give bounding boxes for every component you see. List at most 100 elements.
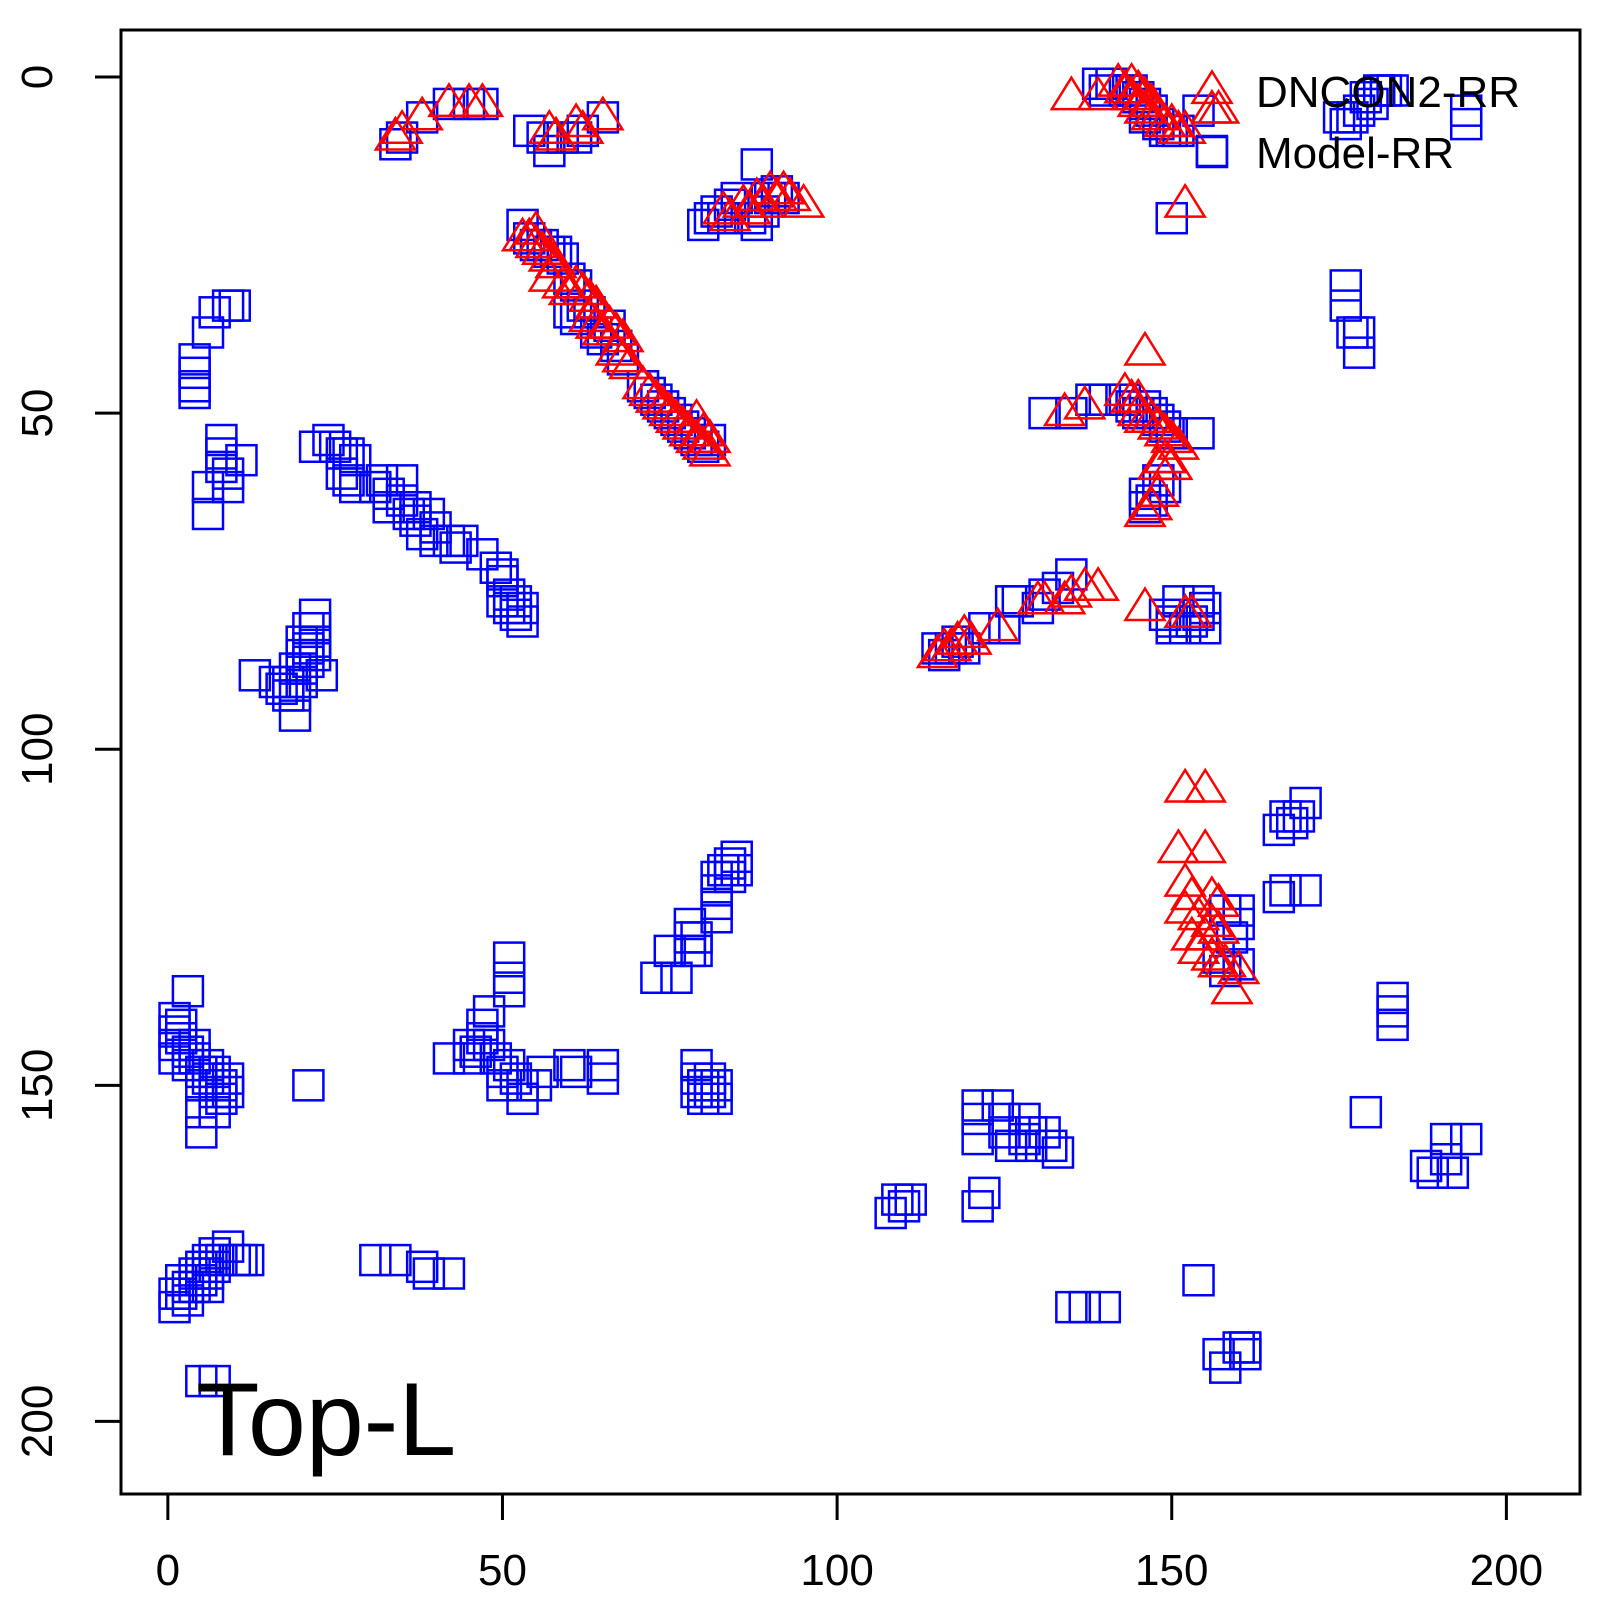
model-rr-point (1155, 201, 1188, 235)
dncon2-rr-point (1163, 108, 1207, 144)
dncon2-rr-point (1042, 579, 1087, 615)
model-rr-point (1055, 396, 1088, 430)
model-rr-point (586, 1062, 620, 1095)
model-rr-point (298, 638, 332, 672)
model-rr-point (1168, 611, 1202, 645)
model-rr-point (1429, 1122, 1463, 1156)
model-rr-point (278, 679, 312, 712)
dncon2-rr-point (621, 364, 665, 400)
model-rr-point (185, 1263, 218, 1297)
dncon2-rr-point (768, 176, 813, 212)
model-rr-point (1182, 598, 1215, 632)
dncon2-rr-point (560, 108, 605, 144)
model-rr-point (874, 1196, 907, 1230)
dncon2-rr-point (741, 182, 786, 218)
model-rr-point (887, 1190, 921, 1223)
model-rr-point (432, 1042, 466, 1075)
model-rr-point (164, 1022, 198, 1055)
model-rr-point (513, 114, 546, 148)
model-rr-point (365, 464, 399, 497)
model-rr-point (185, 1069, 218, 1102)
model-rr-point (285, 665, 318, 699)
dncon2-rr-point (1143, 438, 1187, 474)
legend-square-icon (1195, 135, 1229, 169)
model-rr-point (1202, 1337, 1235, 1371)
model-rr-point (332, 437, 365, 470)
model-rr-point (292, 645, 325, 679)
dncon2-rr-point (681, 424, 726, 460)
model-rr-point (1269, 874, 1302, 907)
dncon2-rr-point (1163, 182, 1207, 218)
model-rr-point (981, 1089, 1014, 1122)
model-rr-point (479, 551, 513, 584)
model-rr-point (1269, 800, 1302, 833)
x-tick-label: 150 (1135, 1546, 1208, 1595)
model-rr-point (372, 490, 405, 524)
model-rr-point (225, 443, 258, 477)
model-rr-point (185, 1095, 218, 1129)
dncon2-rr-point (1170, 915, 1214, 951)
dncon2-rr-point (647, 391, 692, 427)
model-rr-point (198, 296, 231, 329)
dncon2-rr-point (1076, 565, 1120, 602)
dncon2-rr-point (1129, 485, 1174, 521)
model-rr-point (961, 1102, 994, 1136)
model-rr-point (1035, 1129, 1068, 1163)
model-rr-point (1356, 87, 1389, 121)
dncon2-rr-point (1123, 88, 1167, 124)
y-tick-label: 200 (13, 1385, 62, 1458)
dncon2-rr-point (1076, 75, 1120, 111)
dncon2-rr-point (688, 418, 732, 454)
model-rr-point (506, 1082, 539, 1116)
model-rr-point (466, 1022, 499, 1055)
model-rr-point (1436, 1156, 1470, 1189)
model-rr-point (158, 1290, 191, 1324)
model-rr-point (1329, 269, 1363, 302)
dncon2-rr-point (1170, 592, 1214, 628)
model-rr-point (466, 87, 499, 121)
model-rr-point (211, 470, 245, 504)
model-rr-point (412, 1257, 446, 1290)
model-rr-point (325, 457, 359, 490)
model-rr-point (1041, 1136, 1075, 1169)
model-rr-point (446, 524, 479, 558)
model-rr-point (1028, 1116, 1061, 1149)
dncon2-rr-point (942, 613, 987, 649)
model-rr-point (338, 470, 372, 504)
model-rr-point (191, 1062, 225, 1095)
model-rr-point (1416, 1156, 1450, 1189)
model-rr-point (961, 1122, 994, 1156)
model-rr-point (385, 464, 419, 497)
model-rr-point (1449, 1122, 1483, 1156)
dncon2-rr-point (781, 182, 826, 218)
model-rr-point (191, 470, 225, 504)
dncon2-rr-point (527, 256, 572, 292)
model-rr-point (439, 531, 472, 564)
dncon2-rr-point (1103, 371, 1147, 407)
model-rr-point (278, 699, 312, 732)
dncon2-rr-point (567, 276, 612, 313)
dncon2-rr-point (554, 102, 598, 138)
model-rr-point (191, 316, 225, 349)
dncon2-rr-point (607, 344, 652, 380)
model-rr-point (519, 1069, 553, 1102)
model-rr-point (526, 1055, 559, 1089)
dncon2-rr-point (520, 229, 565, 265)
model-rr-point (1142, 464, 1175, 497)
model-rr-point (231, 1243, 265, 1277)
x-tick-label: 0 (156, 1546, 180, 1595)
dncon2-rr-point (641, 384, 685, 420)
dncon2-rr-point (380, 108, 424, 144)
model-rr-point (653, 934, 687, 968)
model-rr-point (1014, 1129, 1048, 1163)
legend: DNCON2-RR Model-RR (1190, 68, 1520, 178)
y-tick-label: 0 (13, 65, 62, 89)
model-rr-point (164, 1263, 198, 1297)
dncon2-rr-point (627, 371, 672, 407)
model-rr-point (472, 1028, 506, 1062)
model-rr-point (1262, 880, 1296, 914)
model-rr-point (486, 585, 519, 618)
dncon2-rr-point (1062, 384, 1107, 420)
model-rr-point (1429, 1143, 1463, 1176)
dncon2-rr-point (534, 115, 578, 151)
